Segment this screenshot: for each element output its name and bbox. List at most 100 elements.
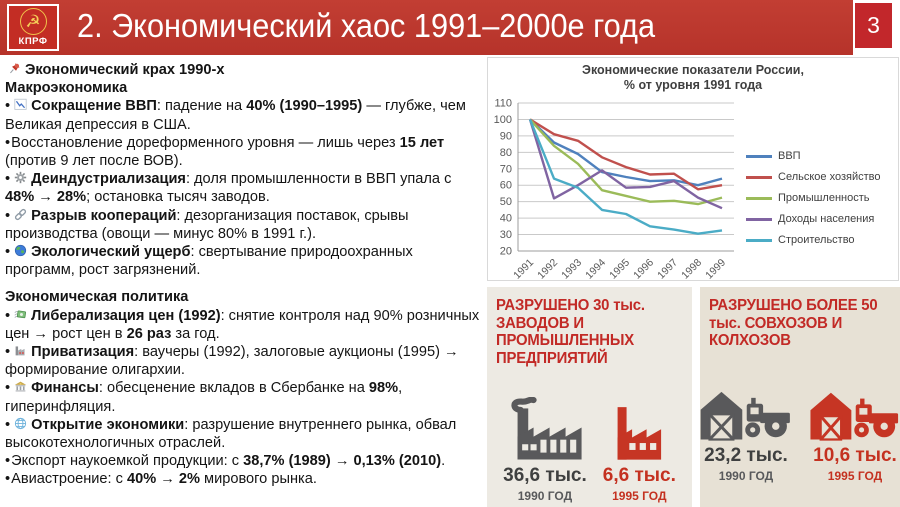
svg-text:20: 20 <box>500 246 512 258</box>
legend-item: Доходы населения <box>746 213 880 225</box>
legend-swatch <box>746 217 772 221</box>
text-line: •Экспорт наукоемкой продукции: с 38,7% (… <box>5 453 446 470</box>
svg-text:1993: 1993 <box>559 257 584 281</box>
factory-small-icon <box>13 344 28 357</box>
stat-year: 1990 ГОД <box>718 468 774 483</box>
panel-title: РАЗРУШЕНО БОЛЕЕ 50 тыс. СОВХОЗОВ И КОЛХО… <box>709 297 878 349</box>
svg-text:60: 60 <box>500 180 512 192</box>
chart-legend: ВВП Сельское хозяйство Промышленность Доход… <box>746 150 880 246</box>
legend-label: ВВП <box>778 150 801 162</box>
text-line: • Экологический ущерб: свертывание природ… <box>5 244 413 279</box>
svg-text:1994: 1994 <box>583 257 608 281</box>
stat-value: 6,6 тыс. <box>602 465 676 486</box>
factory-icon-red <box>617 407 662 460</box>
svg-text:50: 50 <box>500 196 512 208</box>
stat-year: 1995 ГОД <box>827 468 883 483</box>
gear-icon <box>13 171 28 184</box>
legend-label: Промышленность <box>778 192 870 204</box>
bullet: • <box>5 134 11 151</box>
svg-text:100: 100 <box>494 114 512 126</box>
svg-text:1997: 1997 <box>655 257 680 281</box>
legend-item: Строительство <box>746 234 880 246</box>
line-spacer <box>5 279 481 288</box>
svg-text:1999: 1999 <box>703 257 728 281</box>
text-line: •Авиастроение: с 40% → 2% мирового рынка… <box>5 471 317 488</box>
text-line: • Либерализация цен (1992): снятие контро… <box>5 307 480 342</box>
bullet: • <box>5 171 11 188</box>
stat-value: 10,6 тыс. <box>813 444 897 466</box>
svg-text:70: 70 <box>500 163 512 175</box>
header-bar <box>0 0 853 55</box>
panel-stats: 23,2 тыс. 1990 ГОД 10,6 тыс. 1995 <box>700 380 899 483</box>
panel-title: РАЗРУШЕНО 30 тыс. ЗАВОДОВ И ПРОМЫШЛЕННЫХ… <box>496 297 645 367</box>
bank-icon <box>13 380 28 393</box>
bullet: • <box>5 380 11 397</box>
stat-1990: 36,6 тыс. 1990 ГОД <box>503 397 587 503</box>
svg-text:1992: 1992 <box>535 257 560 281</box>
legend-swatch <box>746 175 772 179</box>
text-line: •Восстановление дореформенного уровня — … <box>5 134 445 170</box>
kprf-logo: ☭ КПРФ <box>7 4 59 51</box>
svg-text:80: 80 <box>500 147 512 159</box>
text-line: • Деиндустриализация: доля промышленности… <box>5 171 452 206</box>
slide-title: 2. Экономический хаос 1991–2000е года <box>77 7 656 44</box>
factory-icon-gray <box>511 397 582 460</box>
text-line: • Сокращение ВВП: падение на 40% (1990–19… <box>5 98 466 133</box>
legend-label: Сельское хозяйство <box>778 171 881 183</box>
text-line: • Финансы: обесценение вкладов в Сбербанк… <box>5 380 403 415</box>
legend-swatch <box>746 238 772 242</box>
globe-icon <box>13 244 28 257</box>
destroyed-farms-panel: РАЗРУШЕНО БОЛЕЕ 50 тыс. СОВХОЗОВ И КОЛХО… <box>700 287 900 507</box>
bullet: • <box>5 207 11 224</box>
text-line: Экономическая политика <box>5 289 189 306</box>
bullet: • <box>5 98 11 115</box>
stat-1990: 23,2 тыс. 1990 ГОД <box>699 380 793 483</box>
legend-label: Доходы населения <box>778 213 875 225</box>
svg-text:30: 30 <box>500 229 512 241</box>
money-wings-icon <box>13 308 28 321</box>
legend-item: ВВП <box>746 150 880 162</box>
left-column: Экономический крах 1990-х Макроэкономика •… <box>5 61 481 489</box>
svg-text:1996: 1996 <box>631 257 656 281</box>
link-icon <box>13 208 28 221</box>
svg-text:90: 90 <box>500 130 512 142</box>
legend-label: Строительство <box>778 234 855 246</box>
barn-tractor-icon-red <box>810 392 899 441</box>
stat-year: 1995 ГОД <box>612 489 667 503</box>
panel-stats: 36,6 тыс. 1990 ГОД 6,6 тыс. 1995 ГОД <box>496 397 683 503</box>
barn-tractor-icon-gray <box>700 391 790 441</box>
svg-text:1995: 1995 <box>607 257 632 281</box>
text-line: Экономический крах 1990-х <box>5 61 481 79</box>
text-line: Макроэкономика <box>5 80 128 97</box>
text-line: • Разрыв коопераций: дезорганизация поста… <box>5 207 409 242</box>
logo-label: КПРФ <box>18 36 48 47</box>
text-line: • Открытие экономики: разрушение внутренн… <box>5 416 457 452</box>
stat-1995: 6,6 тыс. 1995 ГОД <box>603 403 676 503</box>
legend-item: Сельское хозяйство <box>746 171 880 183</box>
chart-down-icon <box>13 98 28 111</box>
chart-panel: Экономические показатели России, % от ур… <box>487 57 899 281</box>
bullet: • <box>5 453 11 470</box>
stat-year: 1990 ГОД <box>517 489 573 503</box>
legend-item: Промышленность <box>746 192 880 204</box>
bullet: • <box>5 416 11 433</box>
svg-text:1991: 1991 <box>511 257 536 281</box>
stat-value: 23,2 тыс. <box>704 444 788 466</box>
svg-text:1998: 1998 <box>679 257 704 281</box>
pushpin-icon <box>7 62 22 75</box>
bullet: • <box>5 344 11 361</box>
destroyed-factories-panel: РАЗРУШЕНО 30 тыс. ЗАВОДОВ И ПРОМЫШЛЕННЫХ… <box>487 287 692 507</box>
bullet: • <box>5 471 11 488</box>
stat-1995: 10,6 тыс. 1995 ГОД <box>809 381 900 483</box>
chart-title: Экономические показатели России, <box>582 63 804 77</box>
slide-number-badge: 3 <box>855 3 892 48</box>
hammer-sickle-icon: ☭ <box>19 8 47 35</box>
legend-swatch <box>746 196 772 200</box>
svg-text:110: 110 <box>494 98 512 110</box>
stat-value: 36,6 тыс. <box>503 465 587 486</box>
globe-grid-icon <box>13 417 28 430</box>
bullet: • <box>5 307 11 324</box>
text-line: • Приватизация: ваучеры (1992), залоговые… <box>5 344 459 379</box>
chart-subtitle: % от уровня 1991 года <box>623 78 763 92</box>
